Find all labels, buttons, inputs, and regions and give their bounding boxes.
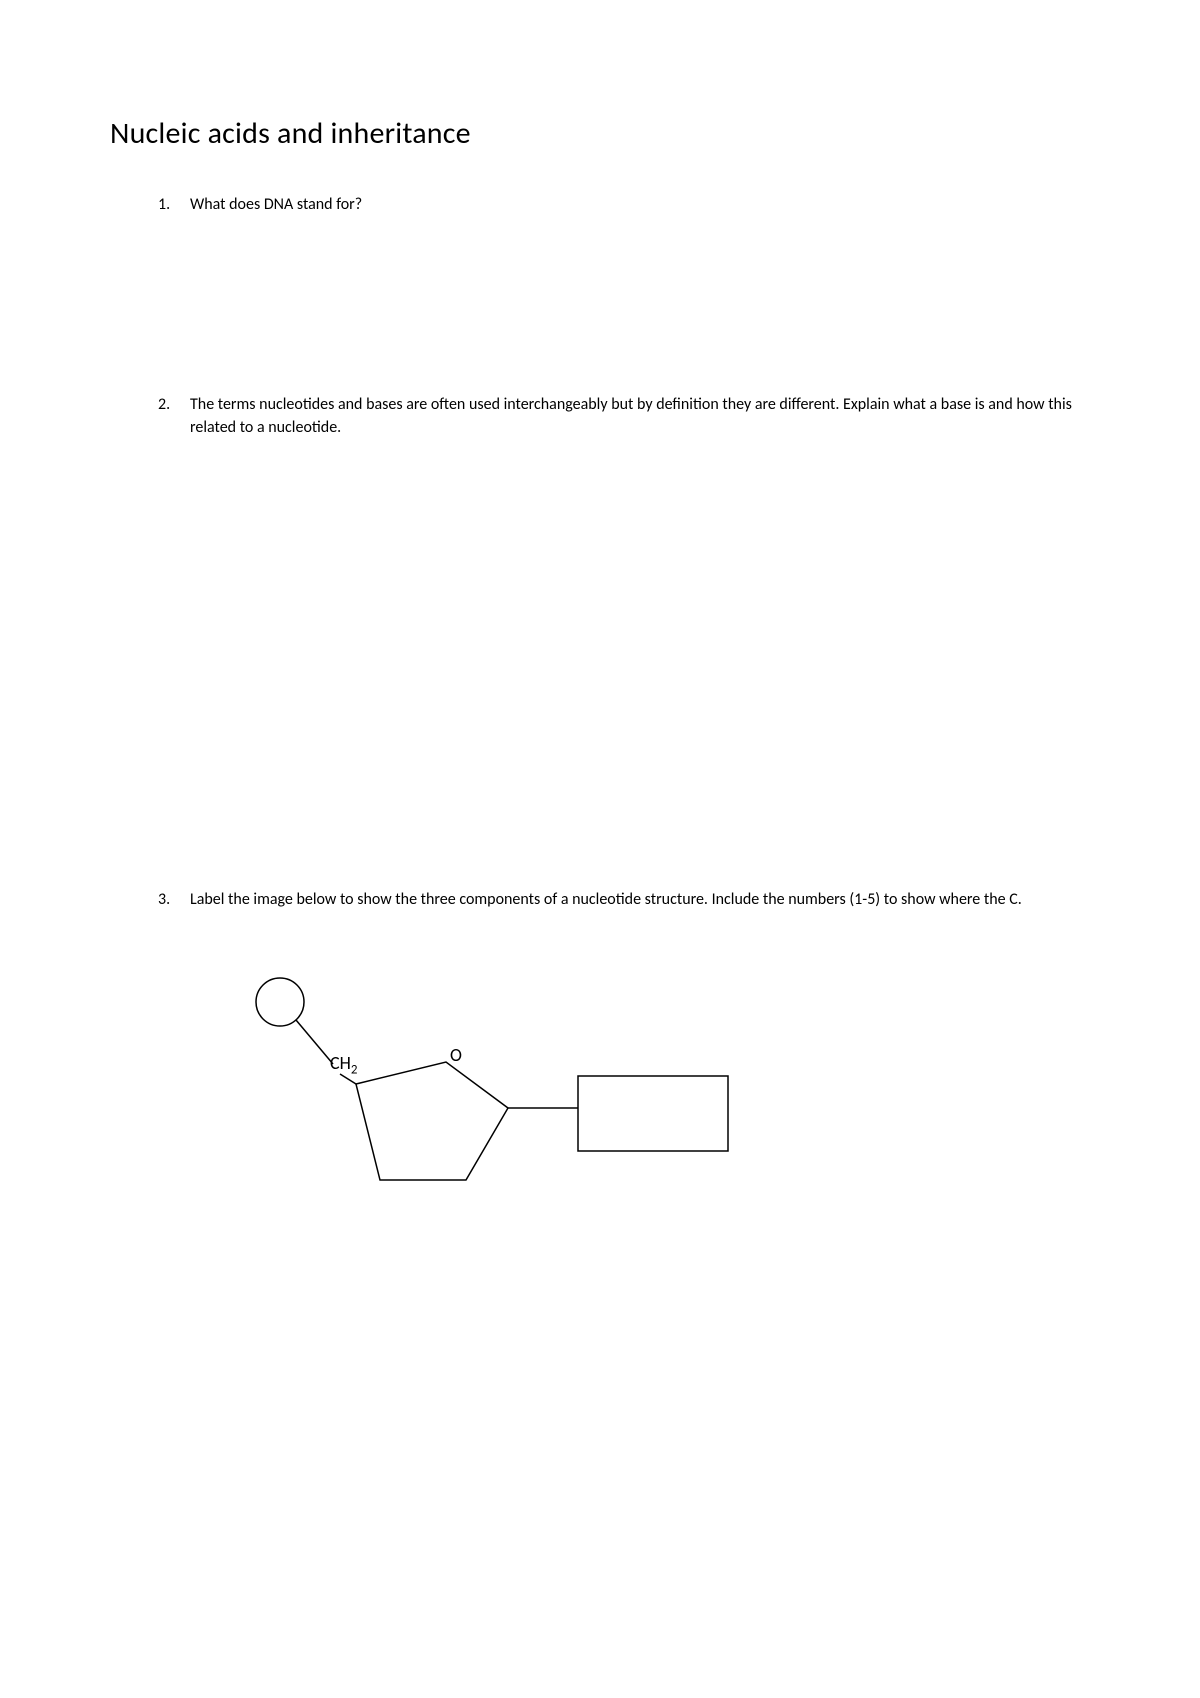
question-3-text: Label the image below to show the three … [190, 889, 1090, 911]
ch2-text: CH [330, 1052, 351, 1074]
question-1: 1. What does DNA stand for? [158, 194, 1090, 216]
page-title: Nucleic acids and inheritance [110, 115, 1090, 152]
o-label: O [450, 1044, 462, 1066]
question-1-text: What does DNA stand for? [190, 194, 1090, 216]
question-2-number: 2. [158, 394, 190, 439]
question-1-number: 1. [158, 194, 190, 216]
nucleotide-diagram: CH2 O [228, 972, 728, 1272]
question-3-number: 3. [158, 889, 190, 911]
question-2: 2. The terms nucleotides and bases are o… [158, 394, 1090, 439]
question-list: 1. What does DNA stand for? 2. The terms… [110, 194, 1090, 1272]
question-3: 3. Label the image below to show the thr… [158, 889, 1090, 911]
question-2-text: The terms nucleotides and bases are ofte… [190, 394, 1090, 439]
base-box [578, 1076, 728, 1151]
circle-to-ch2-line [296, 1020, 333, 1064]
ch2-subscript: 2 [351, 1062, 358, 1077]
ch2-label: CH2 [330, 1052, 357, 1078]
phosphate-circle [256, 978, 304, 1026]
nucleotide-svg [228, 972, 748, 1232]
sugar-pentagon [356, 1062, 508, 1180]
